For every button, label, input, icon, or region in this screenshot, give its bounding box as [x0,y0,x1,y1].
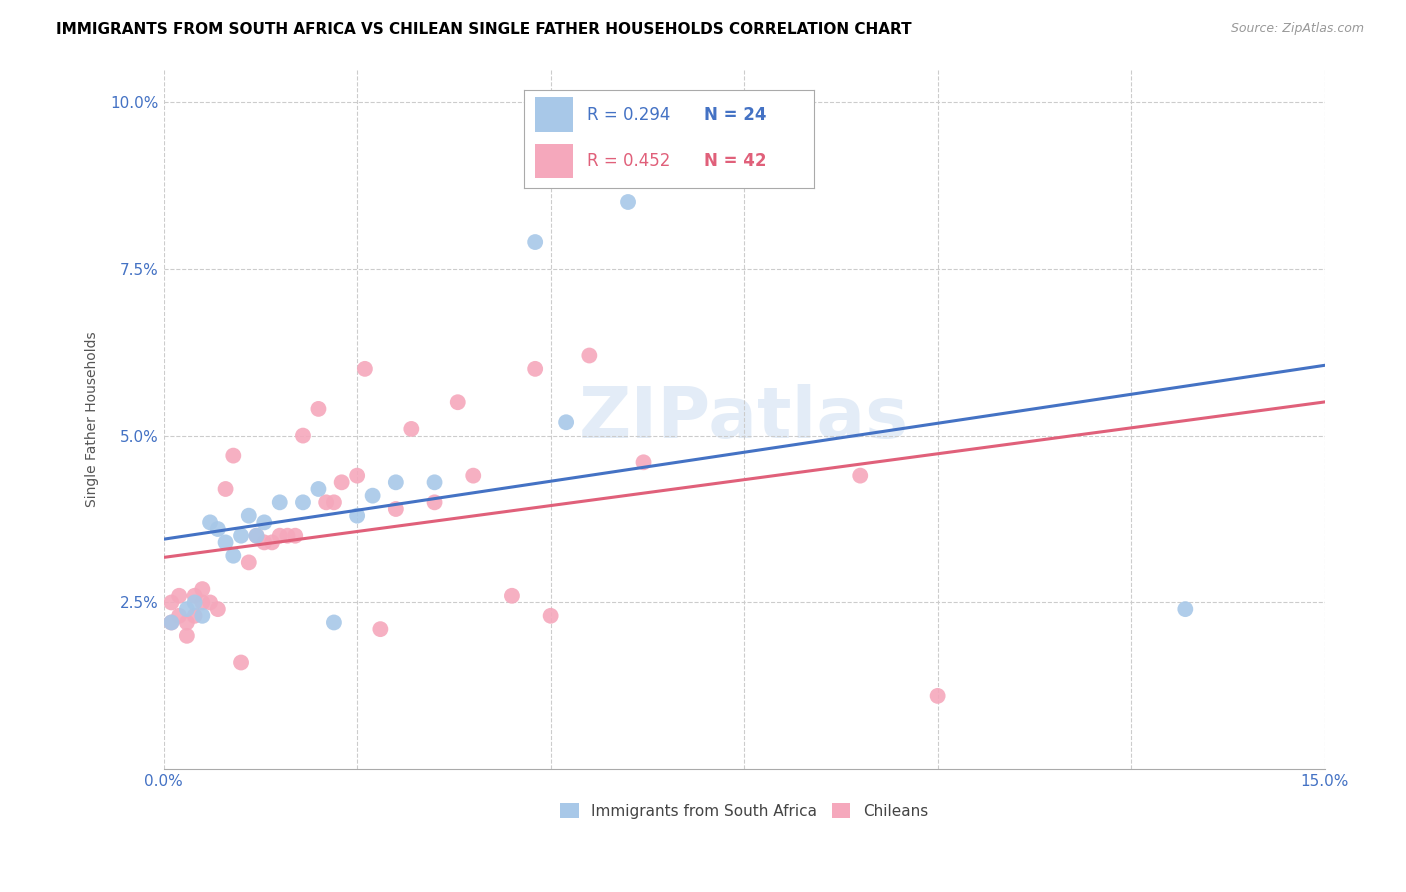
Point [229,529,252,543]
Point [447,395,470,409]
Text: IMMIGRANTS FROM SOUTH AFRICA VS CHILEAN SINGLE FATHER HOUSEHOLDS CORRELATION CHA: IMMIGRANTS FROM SOUTH AFRICA VS CHILEAN … [56,22,912,37]
Point [385,475,408,490]
Point [260,535,283,549]
Point [401,422,423,436]
Point [501,589,523,603]
Point [222,549,245,563]
Point [191,608,214,623]
Point [238,508,260,523]
Point [633,455,655,469]
Point [555,415,578,429]
Point [578,349,600,363]
Text: ZIPatlas: ZIPatlas [579,384,910,453]
Point [370,622,392,636]
Point [207,522,229,536]
Point [183,608,205,623]
Point [346,468,368,483]
Point [463,468,485,483]
Point [160,615,183,630]
Point [269,495,291,509]
Point [849,468,872,483]
Point [176,615,198,630]
Point [191,595,214,609]
Point [291,428,314,442]
Point [540,608,562,623]
Point [167,608,190,623]
Point [214,535,236,549]
Point [222,449,245,463]
Point [423,475,446,490]
Point [423,495,446,509]
Point [346,508,368,523]
Point [183,589,205,603]
Text: Source: ZipAtlas.com: Source: ZipAtlas.com [1230,22,1364,36]
Point [229,656,252,670]
Point [1174,602,1197,616]
Point [617,194,640,209]
Y-axis label: Single Father Households: Single Father Households [86,331,100,507]
Point [167,589,190,603]
Point [183,595,205,609]
Point [323,615,346,630]
Point [276,529,298,543]
Point [207,602,229,616]
Point [307,401,329,416]
Point [198,516,221,530]
Point [385,502,408,516]
Point [307,482,329,496]
Point [160,595,183,609]
Point [191,582,214,596]
Point [315,495,337,509]
Point [291,495,314,509]
Point [198,595,221,609]
Legend: Immigrants from South Africa, Chileans: Immigrants from South Africa, Chileans [554,797,934,825]
Point [330,475,353,490]
Point [176,629,198,643]
Point [245,529,267,543]
Point [176,602,198,616]
Point [238,555,260,569]
Point [160,615,183,630]
Point [524,362,547,376]
Point [284,529,307,543]
Point [269,529,291,543]
Point [253,535,276,549]
Point [253,516,276,530]
Point [245,529,267,543]
Point [524,235,547,249]
Point [361,489,384,503]
Point [323,495,346,509]
Point [927,689,949,703]
Point [354,362,377,376]
Point [214,482,236,496]
